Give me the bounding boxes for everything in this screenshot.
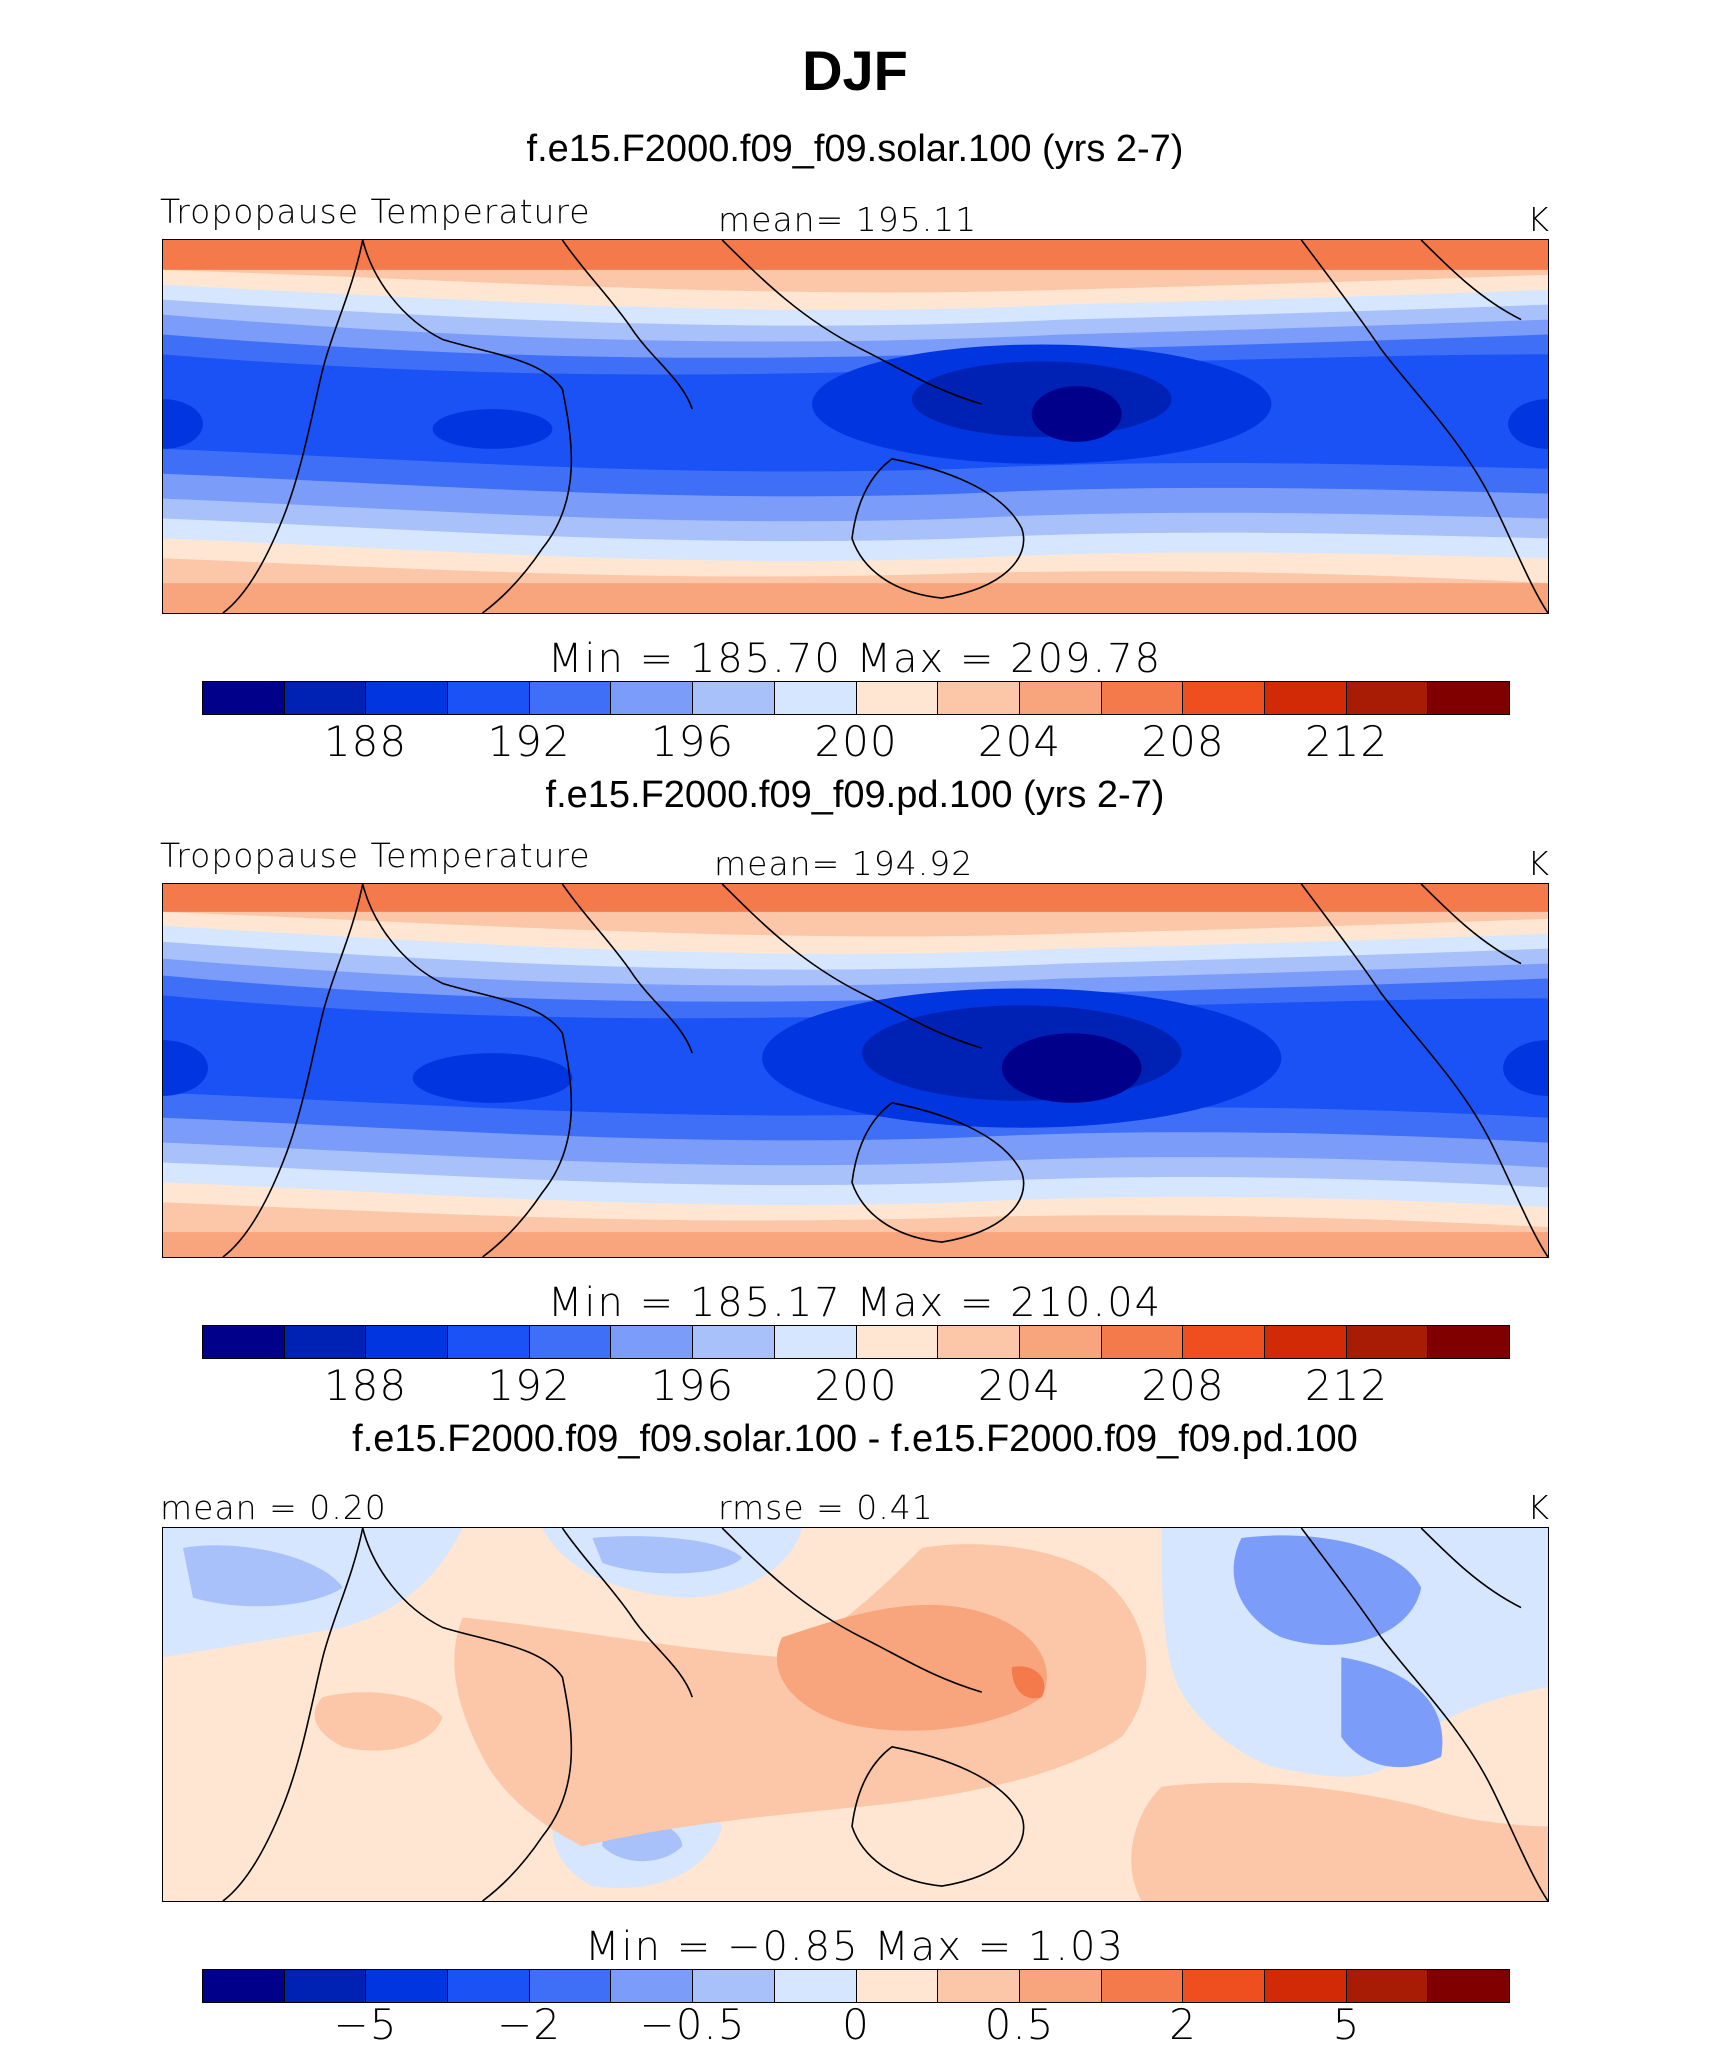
colorbar-swatch — [774, 682, 857, 714]
colorbar-swatch — [529, 682, 612, 714]
panel-3-rmse-label: rmse = 0.41 — [718, 1488, 934, 1527]
colorbar-swatch — [1101, 1970, 1184, 2002]
colorbar-swatch — [1183, 1970, 1265, 2002]
panel-3-map — [162, 1527, 1549, 1902]
panel-3-contour-map — [163, 1528, 1548, 1901]
colorbar-swatch — [284, 682, 367, 714]
colorbar-swatch — [938, 1326, 1020, 1358]
panel-1-left-label: Tropopause Temperature — [160, 192, 591, 231]
colorbar-swatch — [856, 1970, 939, 2002]
panel-1-units-label: K — [1527, 200, 1550, 239]
panel-1-min-max: Min = 185.70 Max = 209.78 — [547, 636, 1163, 682]
colorbar-swatch — [1428, 1970, 1509, 2002]
colorbar-swatch — [611, 1970, 694, 2002]
colorbar-swatch — [1183, 1326, 1265, 1358]
colorbar-swatch — [1346, 1326, 1429, 1358]
colorbar-swatch — [611, 1326, 694, 1358]
colorbar-tick-label: 0.5 — [984, 2000, 1055, 2049]
panel-3-units-label: K — [1527, 1488, 1550, 1527]
main-title: DJF — [802, 39, 908, 102]
colorbar-swatch — [856, 1326, 939, 1358]
colorbar-swatch — [1019, 682, 1102, 714]
panel-2-colorbar-ticks: 188 192 196 200 204 208 212 — [202, 1361, 1510, 1411]
panel-3-min-max: Min = −0.85 Max = 1.03 — [585, 1924, 1125, 1970]
panel-1-contour-map — [163, 240, 1548, 613]
colorbar-tick-label: 212 — [1304, 717, 1389, 766]
panel-2-left-label: Tropopause Temperature — [160, 836, 591, 875]
colorbar-swatch — [1101, 682, 1184, 714]
colorbar-tick-label: 208 — [1141, 717, 1225, 766]
colorbar-swatch — [1019, 1970, 1102, 2002]
colorbar-swatch — [1264, 1970, 1347, 2002]
colorbar-tick-label: 208 — [1141, 1361, 1225, 1410]
panel-1-colorbar — [202, 681, 1510, 715]
panel-3-case-title: f.e15.F2000.f09_f09.solar.100 - f.e15.F2… — [352, 1418, 1358, 1460]
colorbar-swatch — [938, 1970, 1020, 2002]
colorbar-swatch — [1428, 682, 1509, 714]
colorbar-tick-label: 0 — [842, 2000, 870, 2049]
colorbar-tick-label: −2 — [497, 2000, 561, 2049]
panel-3-colorbar-ticks: −5 −2 −0.5 0 0.5 2 5 — [202, 2000, 1510, 2050]
colorbar-swatch — [774, 1970, 857, 2002]
panel-1-colorbar-ticks: 188 192 196 200 204 208 212 — [202, 717, 1510, 767]
colorbar-swatch — [1346, 1970, 1429, 2002]
colorbar-swatch — [448, 1326, 530, 1358]
colorbar-swatch — [611, 682, 694, 714]
colorbar-swatch — [203, 1326, 285, 1358]
colorbar-swatch — [938, 682, 1020, 714]
panel-2-map — [162, 883, 1549, 1258]
colorbar-swatch — [774, 1326, 857, 1358]
colorbar-tick-label: 2 — [1169, 2000, 1197, 2049]
colorbar-tick-label: −0.5 — [639, 2000, 746, 2049]
panel-1-mean-label: mean= 195.11 — [718, 200, 978, 239]
colorbar-swatch — [1346, 682, 1429, 714]
colorbar-swatch — [366, 1970, 449, 2002]
colorbar-tick-label: 5 — [1332, 2000, 1361, 2049]
colorbar-swatch — [1264, 682, 1347, 714]
colorbar-tick-label: 204 — [977, 1361, 1062, 1410]
colorbar-swatch — [448, 1970, 530, 2002]
panel-3-colorbar — [202, 1969, 1510, 2003]
colorbar-tick-label: 192 — [487, 1361, 571, 1410]
panel-3-mean-label: mean = 0.20 — [160, 1488, 387, 1527]
colorbar-tick-label: 188 — [323, 1361, 408, 1410]
colorbar-swatch — [1264, 1326, 1347, 1358]
panel-2-colorbar — [202, 1325, 1510, 1359]
colorbar-tick-label: −5 — [333, 2000, 398, 2049]
colorbar-swatch — [1019, 1326, 1102, 1358]
colorbar-swatch — [366, 1326, 449, 1358]
colorbar-swatch — [284, 1970, 367, 2002]
panel-2-case-title: f.e15.F2000.f09_f09.pd.100 (yrs 2-7) — [545, 774, 1165, 816]
colorbar-swatch — [366, 682, 449, 714]
colorbar-tick-label: 204 — [977, 717, 1062, 766]
colorbar-swatch — [693, 682, 775, 714]
colorbar-tick-label: 200 — [814, 717, 898, 766]
colorbar-tick-label: 188 — [323, 717, 408, 766]
colorbar-swatch — [693, 1970, 775, 2002]
panel-2-min-max: Min = 185.17 Max = 210.04 — [547, 1280, 1163, 1326]
colorbar-swatch — [693, 1326, 775, 1358]
colorbar-tick-label: 196 — [650, 1361, 735, 1410]
panel-1-map — [162, 239, 1549, 614]
colorbar-tick-label: 200 — [814, 1361, 898, 1410]
colorbar-swatch — [529, 1970, 612, 2002]
colorbar-swatch — [284, 1326, 367, 1358]
colorbar-swatch — [856, 682, 939, 714]
colorbar-swatch — [1101, 1326, 1184, 1358]
colorbar-swatch — [448, 682, 530, 714]
colorbar-swatch — [203, 682, 285, 714]
panel-1-case-title: f.e15.F2000.f09_f09.solar.100 (yrs 2-7) — [526, 128, 1184, 170]
colorbar-swatch — [1428, 1326, 1509, 1358]
panel-2-units-label: K — [1527, 844, 1550, 883]
colorbar-tick-label: 212 — [1304, 1361, 1389, 1410]
colorbar-tick-label: 196 — [650, 717, 735, 766]
colorbar-swatch — [203, 1970, 285, 2002]
colorbar-swatch — [529, 1326, 612, 1358]
panel-2-mean-label: mean= 194.92 — [714, 844, 974, 883]
colorbar-swatch — [1183, 682, 1265, 714]
panel-2-contour-map — [163, 884, 1548, 1257]
colorbar-tick-label: 192 — [487, 717, 571, 766]
